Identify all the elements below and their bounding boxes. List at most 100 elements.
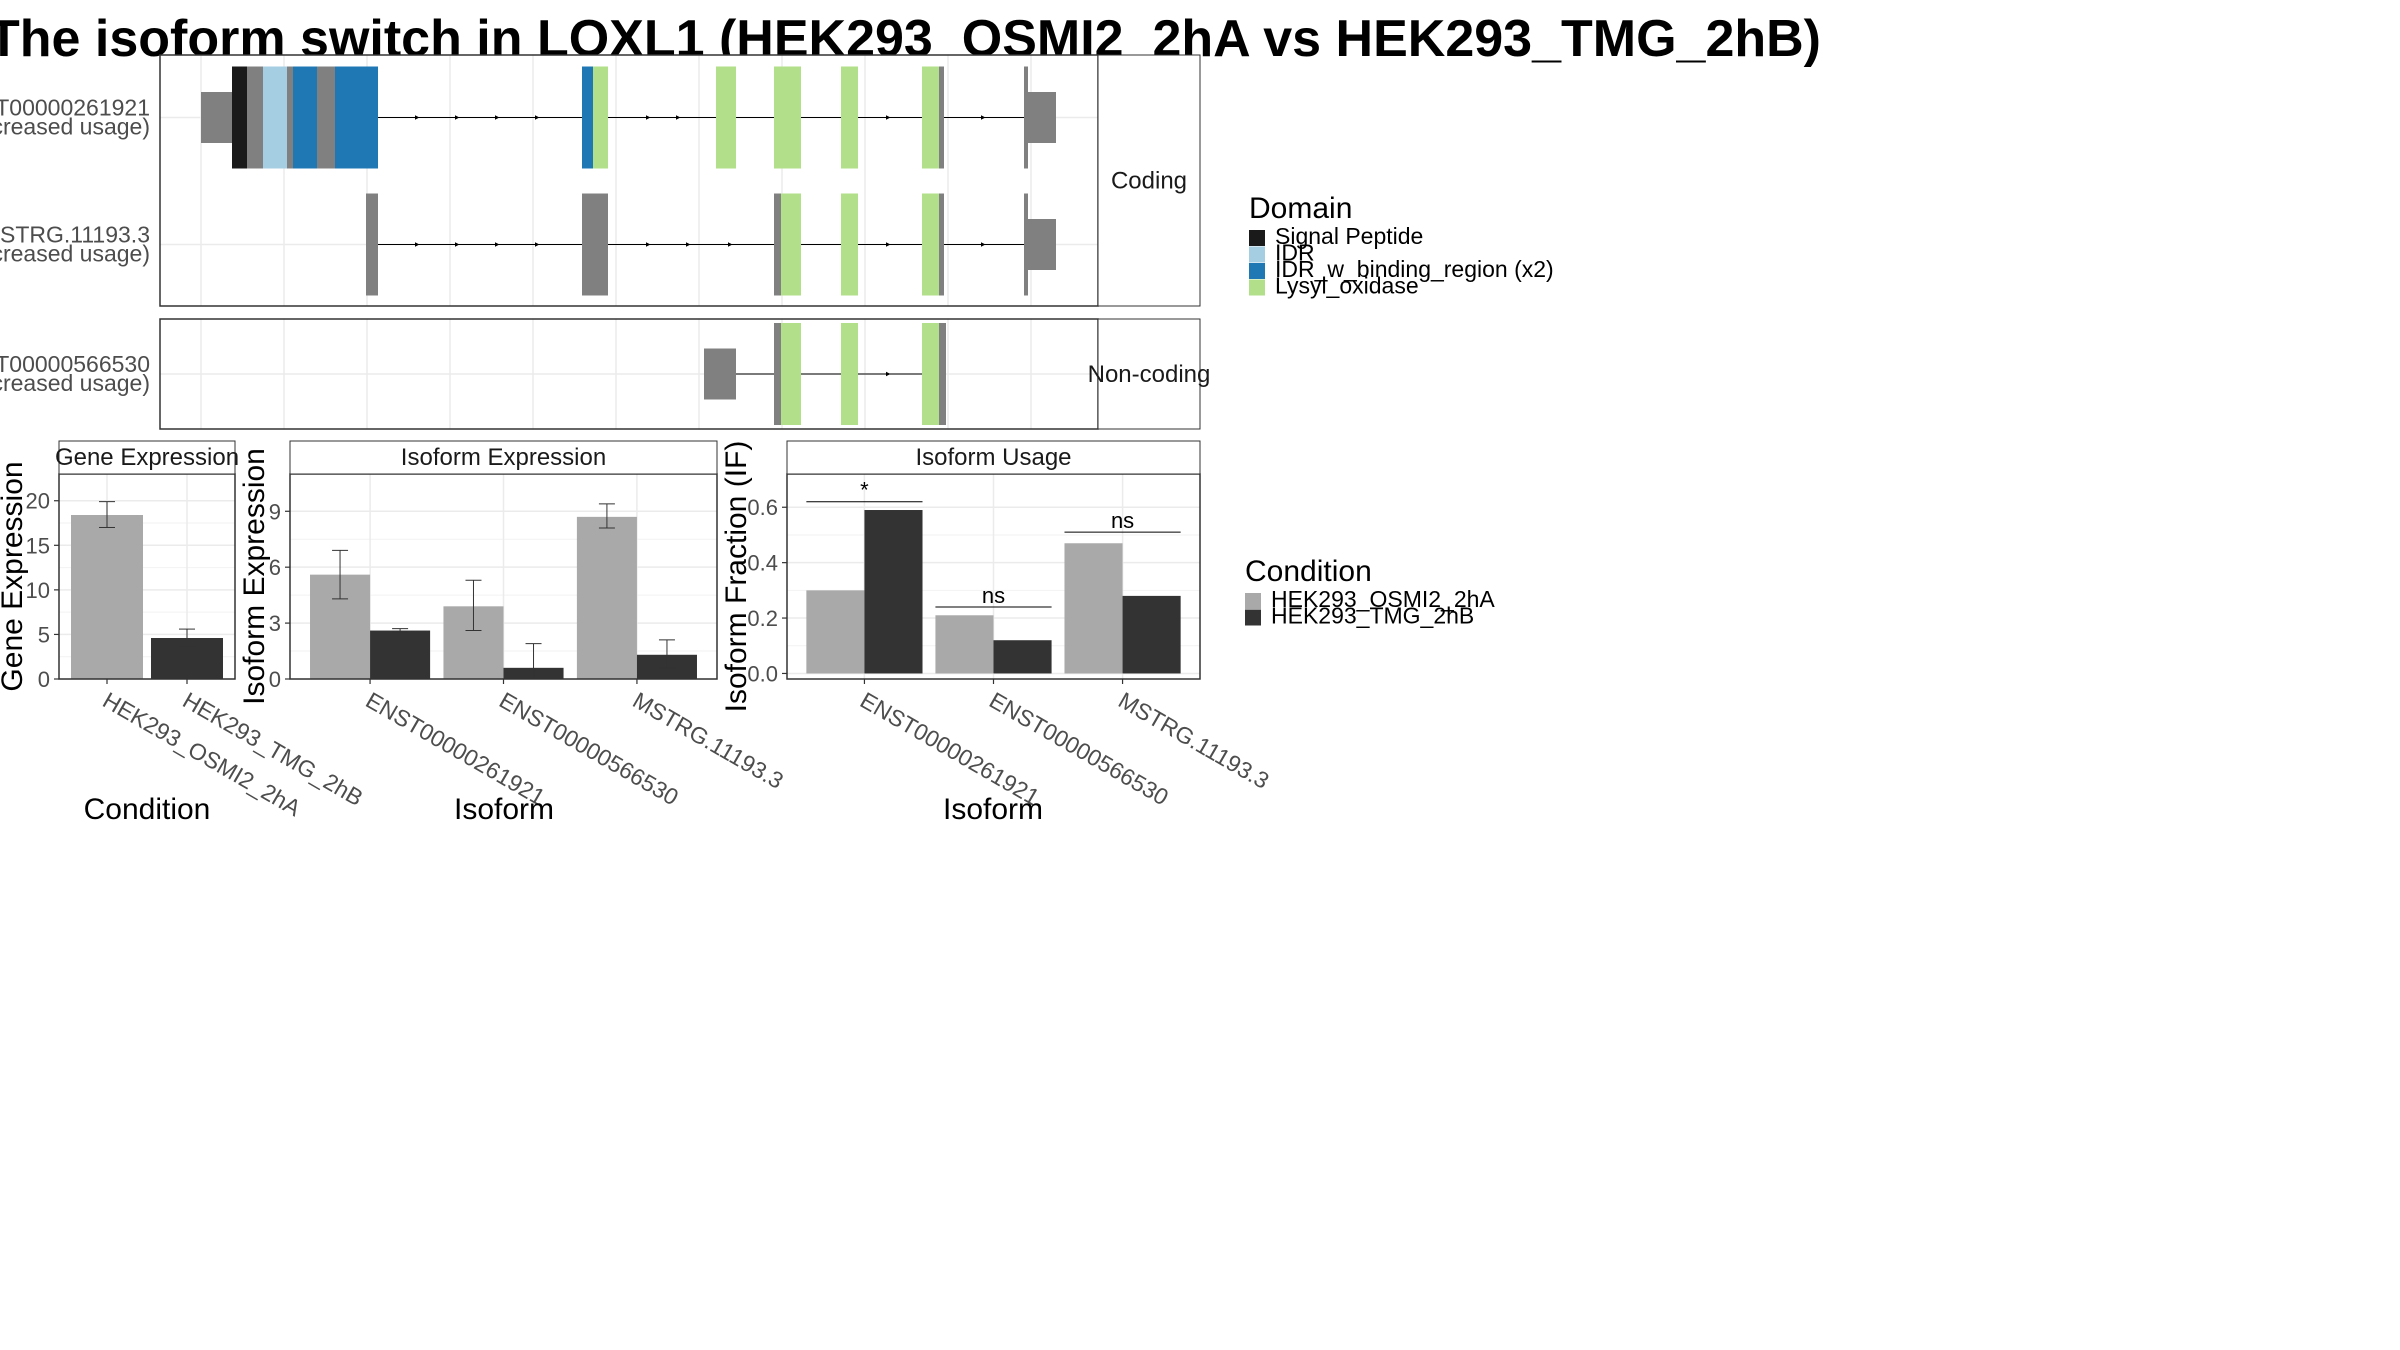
strand-arrow	[981, 242, 986, 247]
exon-block	[593, 66, 608, 169]
x-axis-label: Condition	[84, 793, 211, 826]
exon-block	[939, 323, 946, 425]
exon-block	[922, 193, 939, 296]
domain-legend-key	[1249, 230, 1265, 246]
y-axis-label: Gene Expression	[0, 461, 29, 691]
bar	[935, 615, 994, 674]
strand-arrow	[495, 115, 500, 120]
facet-label: Non-coding	[1088, 361, 1211, 388]
facet-strip	[1097, 54, 1201, 307]
condition-legend-label: HEK293_OSMI2_2hA	[1271, 586, 1495, 612]
bar	[1064, 543, 1123, 674]
y-tick-label: 0.0	[747, 661, 778, 686]
domain-legend-label: IDR	[1275, 240, 1315, 266]
y-tick-label: 0.2	[747, 606, 778, 631]
exon-block	[774, 323, 781, 425]
transcript-label: MSTRG.11193.3	[0, 222, 150, 248]
bar	[806, 590, 865, 674]
strand-arrow	[455, 115, 460, 120]
transcript-label: ENST00000566530	[0, 351, 150, 377]
exon-block	[774, 193, 781, 296]
y-tick-label: 0.4	[747, 551, 778, 576]
chart-title: Isoform Usage	[915, 444, 1071, 471]
condition-legend-title: Condition	[1245, 555, 1372, 588]
exon-block	[1028, 219, 1056, 270]
transcript-ENST00000566530	[704, 323, 946, 425]
transcript-structure-plot: Coding ENST00000261921(Increased usage) MS…	[0, 54, 1211, 430]
bar	[864, 510, 923, 674]
transcript-usage-label: (Decreased usage)	[0, 241, 150, 267]
facet-strip	[786, 440, 1201, 475]
domain-legend-label: IDR_w_binding_region (x2)	[1275, 256, 1554, 282]
strand-arrow	[535, 115, 540, 120]
y-tick-label: 0.6	[747, 495, 778, 520]
bar	[71, 515, 143, 679]
bar	[1122, 595, 1181, 674]
transcript-usage-label: (Increased usage)	[0, 114, 150, 140]
condition-legend-key	[1245, 609, 1261, 626]
domain-legend-key	[1249, 263, 1265, 279]
exon-block	[781, 193, 801, 296]
exon-block	[1024, 193, 1028, 296]
exon-block	[232, 66, 247, 169]
y-axis-label: Isoform Expression	[238, 448, 271, 705]
strand-arrow	[415, 242, 420, 247]
strand-arrow	[495, 242, 500, 247]
exon-block	[201, 92, 232, 143]
exon-block	[1024, 66, 1028, 169]
strand-arrow	[676, 115, 681, 120]
transcript-usage-label: (Decreased usage)	[0, 370, 150, 396]
facet-label: Coding	[1111, 168, 1187, 195]
x-axis-label: Isoform	[943, 793, 1043, 826]
chart-title: Gene Expression	[55, 444, 239, 471]
condition-legend-label: HEK293_TMG_2hB	[1271, 603, 1474, 629]
y-tick-label: 3	[269, 611, 281, 636]
strand-arrow	[455, 242, 460, 247]
y-tick-label: 10	[26, 578, 50, 603]
domain-legend-label: Signal Peptide	[1275, 223, 1423, 249]
strand-arrow	[646, 242, 651, 247]
exon-block	[841, 323, 858, 425]
exon-block	[293, 66, 317, 169]
strand-arrow	[686, 242, 691, 247]
y-tick-label: 20	[26, 489, 50, 514]
significance-label: ns	[1111, 508, 1134, 533]
significance-label: *	[860, 478, 869, 503]
strand-arrow	[415, 115, 420, 120]
transcript-label: ENST00000261921	[0, 95, 150, 121]
exon-block	[1028, 92, 1056, 143]
exon-block	[922, 66, 939, 169]
y-tick-label: 0	[38, 667, 50, 692]
exon-block	[841, 193, 858, 296]
y-tick-label: 6	[269, 555, 281, 580]
strand-arrow	[886, 115, 891, 120]
exon-block	[704, 348, 736, 400]
facet-strip	[1097, 318, 1201, 430]
exon-block	[366, 193, 378, 296]
strand-arrow	[981, 115, 986, 120]
exon-block	[317, 66, 335, 169]
exon-block	[781, 323, 801, 425]
condition-legend-key	[1245, 593, 1261, 609]
transcript-ENST00000261921	[201, 66, 1056, 169]
strand-arrow	[728, 242, 733, 247]
strand-arrow	[646, 115, 651, 120]
bar	[370, 630, 431, 679]
exon-block	[774, 66, 801, 169]
exon-block	[939, 193, 944, 296]
transcript-MSTRG.11193.3	[366, 193, 1056, 296]
exon-block	[939, 66, 944, 169]
y-tick-label: 15	[26, 533, 50, 558]
exon-block	[335, 66, 378, 169]
bar	[993, 640, 1052, 674]
strand-arrow	[886, 371, 891, 377]
domain-legend-key	[1249, 246, 1265, 263]
domain-legend-key	[1249, 279, 1265, 296]
exon-block	[582, 66, 593, 169]
exon-block	[247, 66, 263, 169]
y-tick-label: 5	[38, 622, 50, 647]
